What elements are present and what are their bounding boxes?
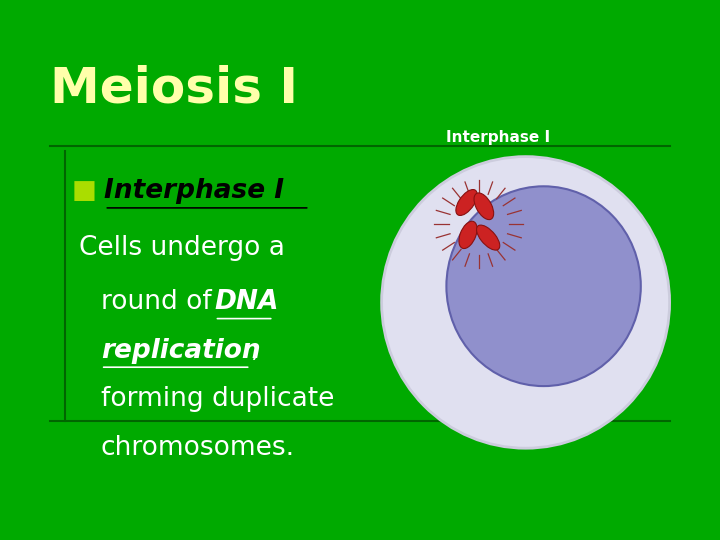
Ellipse shape	[477, 225, 500, 250]
Ellipse shape	[446, 186, 641, 386]
Text: chromosomes.: chromosomes.	[101, 435, 295, 461]
Text: round of: round of	[101, 289, 220, 315]
Text: replication: replication	[101, 338, 261, 363]
Text: ■: ■	[72, 178, 97, 204]
Text: DNA: DNA	[215, 289, 279, 315]
Text: Cells undergo a: Cells undergo a	[79, 235, 285, 261]
Text: Interphase I: Interphase I	[104, 178, 284, 204]
Text: Meiosis I: Meiosis I	[50, 65, 298, 113]
Text: Interphase I: Interphase I	[446, 130, 551, 145]
Ellipse shape	[459, 221, 477, 248]
Ellipse shape	[474, 193, 494, 220]
Text: forming duplicate: forming duplicate	[101, 386, 334, 412]
Ellipse shape	[456, 190, 477, 215]
Text: ,: ,	[251, 338, 259, 363]
Ellipse shape	[382, 157, 670, 448]
